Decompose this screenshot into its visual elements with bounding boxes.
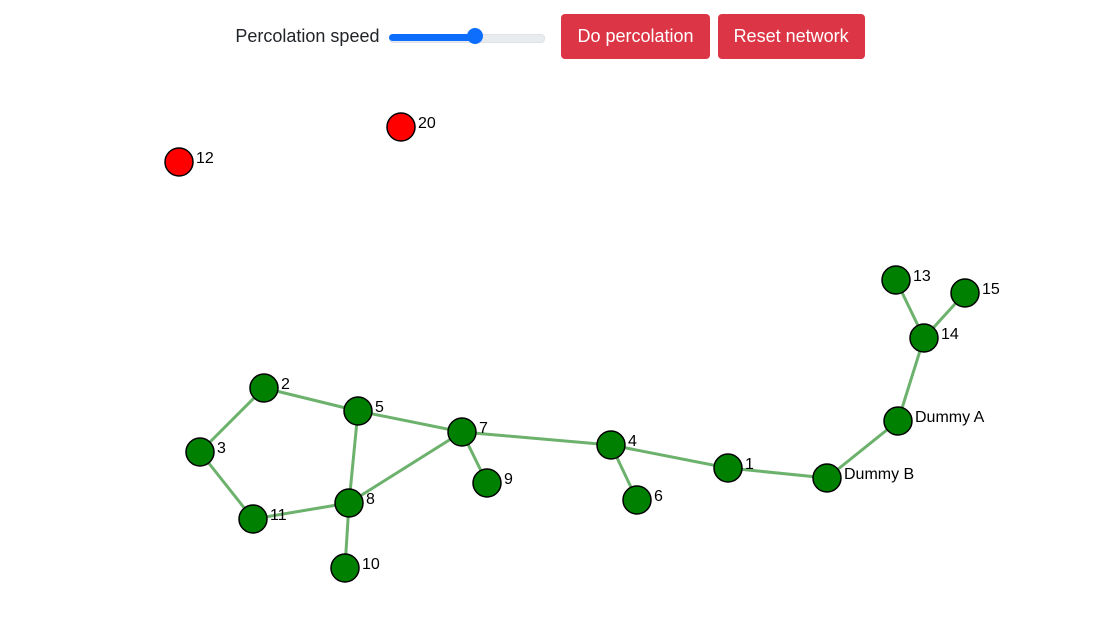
node-circle[interactable] [343, 396, 373, 426]
node-label: 3 [217, 440, 226, 457]
node-circle[interactable] [238, 504, 268, 534]
node-14[interactable]: 14 [909, 323, 959, 353]
node-5[interactable]: 5 [343, 396, 384, 426]
node-circle[interactable] [330, 553, 360, 583]
node-label: 12 [196, 150, 214, 167]
do-percolation-button[interactable]: Do percolation [561, 13, 710, 59]
edge-1-4 [610, 443, 729, 470]
toolbar: Percolation speed Do percolation Reset n… [0, 13, 1104, 59]
node-circle[interactable] [185, 437, 215, 467]
node-label: Dummy B [844, 466, 914, 483]
node-7[interactable]: 7 [447, 417, 488, 447]
node-12[interactable]: 12 [164, 147, 214, 177]
node-label: 15 [982, 281, 1000, 298]
reset-network-button[interactable]: Reset network [717, 13, 865, 59]
node-1[interactable]: 1 [713, 453, 754, 483]
node-circle[interactable] [883, 406, 913, 436]
node-circle[interactable] [950, 278, 980, 308]
node-3[interactable]: 3 [185, 437, 226, 467]
edge-5-2 [263, 386, 359, 413]
node-label: 14 [941, 326, 959, 343]
node-label: 11 [270, 507, 287, 524]
node-circle[interactable] [596, 430, 626, 460]
node-11[interactable]: 11 [238, 504, 287, 534]
edge-4-7 [461, 430, 612, 447]
edge-dummy-a-dummy-b [826, 419, 899, 480]
edge-2-3 [198, 386, 266, 454]
slider-thumb[interactable] [467, 28, 484, 44]
edge-7-8 [348, 430, 463, 505]
node-dummy-b[interactable]: Dummy B [812, 463, 914, 493]
percolation-speed-slider[interactable] [389, 26, 546, 46]
edge-dummy-b-1 [727, 466, 828, 480]
node-label: 20 [418, 115, 436, 132]
node-8[interactable]: 8 [334, 488, 375, 518]
node-label: 9 [504, 471, 513, 488]
node-label: 5 [375, 399, 384, 416]
slider-fill [389, 34, 476, 41]
percolation-speed-label: Percolation speed [235, 25, 380, 46]
node-label: 2 [281, 376, 290, 393]
edge-11-8 [252, 501, 350, 521]
node-13[interactable]: 13 [881, 265, 931, 295]
node-10[interactable]: 10 [330, 553, 380, 583]
node-label: 1 [745, 456, 754, 473]
node-15[interactable]: 15 [950, 278, 1000, 308]
node-9[interactable]: 9 [472, 468, 513, 498]
node-20[interactable]: 20 [386, 112, 436, 142]
node-label: Dummy A [915, 409, 985, 426]
node-6[interactable]: 6 [622, 485, 663, 515]
node-label: 4 [628, 433, 637, 450]
node-label: 7 [479, 420, 488, 437]
node-4[interactable]: 4 [596, 430, 637, 460]
node-circle[interactable] [249, 373, 279, 403]
node-circle[interactable] [881, 265, 911, 295]
node-label: 10 [362, 556, 380, 573]
node-label: 6 [654, 488, 663, 505]
node-circle[interactable] [909, 323, 939, 353]
node-circle[interactable] [386, 112, 416, 142]
node-circle[interactable] [334, 488, 364, 518]
node-circle[interactable] [713, 453, 743, 483]
node-dummy-a[interactable]: Dummy A [883, 406, 985, 436]
node-2[interactable]: 2 [249, 373, 290, 403]
edge-7-5 [357, 409, 463, 434]
edge-layer [198, 279, 967, 569]
node-circle[interactable] [447, 417, 477, 447]
node-circle[interactable] [622, 485, 652, 515]
node-label: 8 [366, 491, 375, 508]
edge-5-8 [347, 410, 360, 504]
node-label: 13 [913, 268, 931, 285]
node-circle[interactable] [812, 463, 842, 493]
node-circle[interactable] [472, 468, 502, 498]
node-circle[interactable] [164, 147, 194, 177]
